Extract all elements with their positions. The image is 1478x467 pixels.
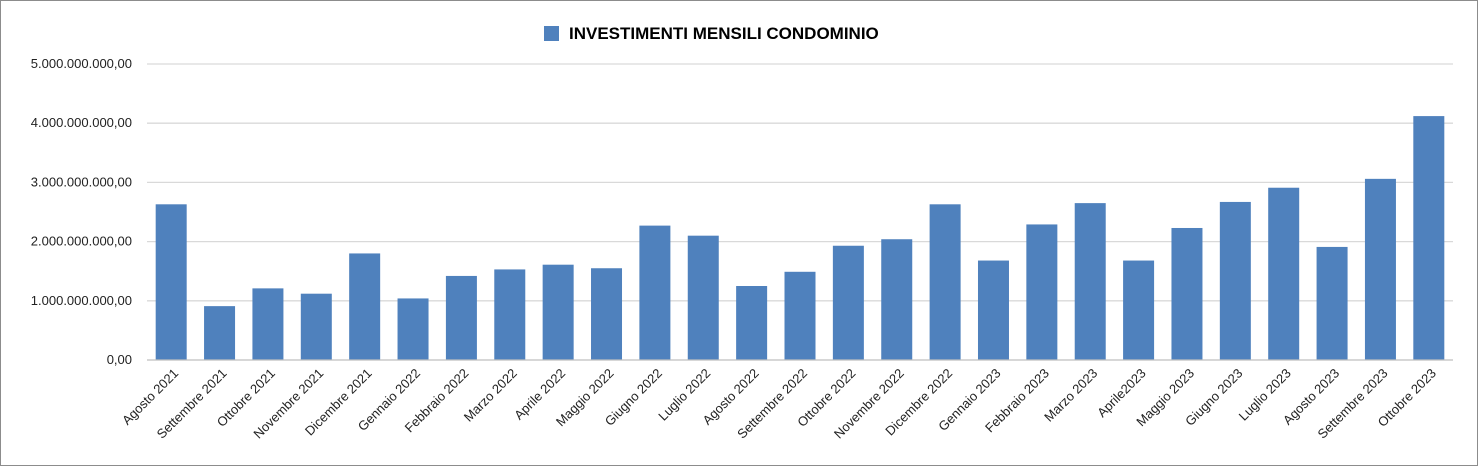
gridlines xyxy=(147,63,1453,302)
bar xyxy=(687,235,719,360)
bar xyxy=(1171,227,1203,360)
bar xyxy=(1364,178,1396,360)
y-tick-label: 0,00 xyxy=(107,352,132,367)
bar xyxy=(832,245,864,360)
y-tick-label: 5.000.000.000,00 xyxy=(31,56,132,71)
y-tick-label: 2.000.000.000,00 xyxy=(31,234,132,249)
bars xyxy=(155,116,1445,360)
legend: INVESTIMENTI MENSILI CONDOMINIO xyxy=(544,24,879,43)
y-tick-label: 1.000.000.000,00 xyxy=(31,293,132,308)
bar xyxy=(494,269,526,360)
bar xyxy=(977,260,1009,360)
bar xyxy=(1074,203,1106,360)
bar xyxy=(1316,246,1348,360)
bar xyxy=(1026,224,1058,360)
bar xyxy=(397,298,429,360)
y-tick-label: 3.000.000.000,00 xyxy=(31,174,132,189)
bar xyxy=(445,275,477,360)
bar xyxy=(736,286,768,360)
legend-swatch xyxy=(544,26,559,41)
y-axis-ticks: 0,00 1.000.000.000,00 2.000.000.000,00 3.00… xyxy=(31,56,132,367)
bar xyxy=(300,293,332,360)
bar xyxy=(929,204,961,360)
bar xyxy=(349,253,381,360)
bar xyxy=(1268,187,1300,360)
bar xyxy=(155,204,187,360)
bar xyxy=(639,225,671,360)
bar xyxy=(881,239,913,360)
bar xyxy=(252,288,284,360)
bar xyxy=(1123,260,1155,360)
bar xyxy=(591,268,623,360)
chart-title: INVESTIMENTI MENSILI CONDOMINIO xyxy=(569,24,879,43)
bar xyxy=(1219,201,1251,360)
y-tick-label: 4.000.000.000,00 xyxy=(31,115,132,130)
bar xyxy=(204,306,236,360)
bar xyxy=(1413,116,1445,360)
bar xyxy=(542,264,574,360)
bar xyxy=(784,271,816,360)
